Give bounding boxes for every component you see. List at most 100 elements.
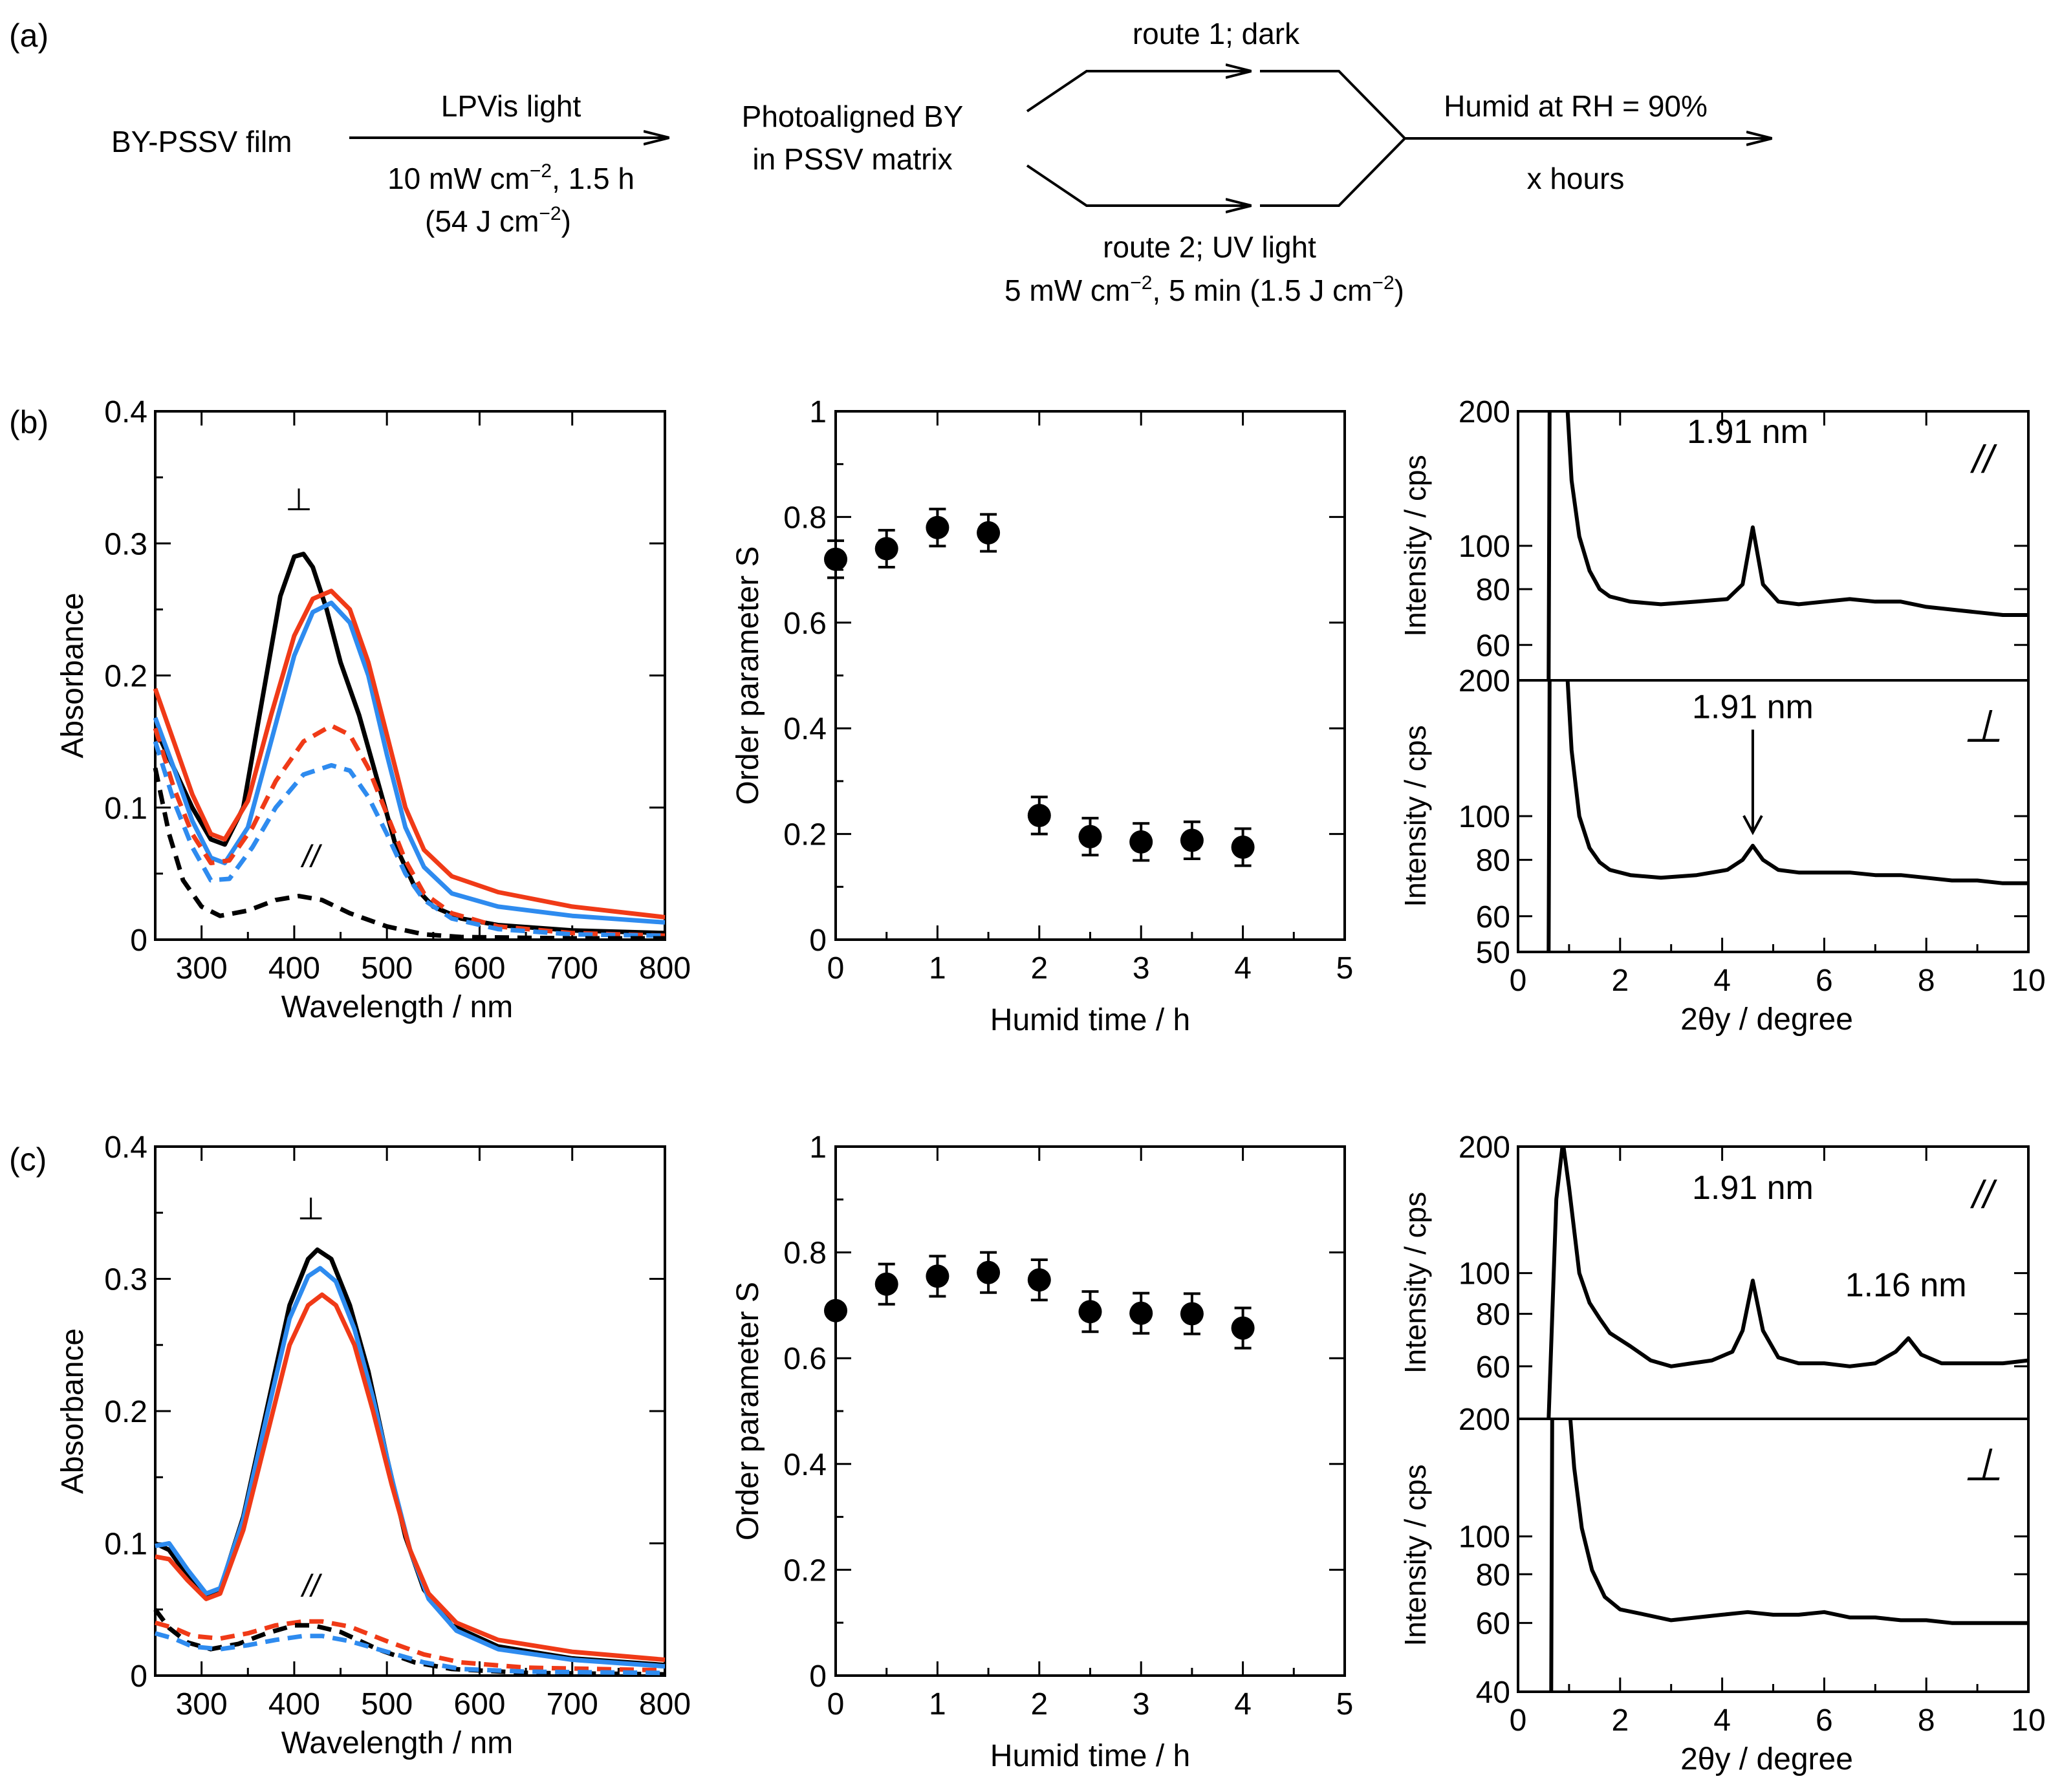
b-order-ytick-label: 0.8 (783, 501, 827, 535)
c-xrd-ylabel: Intensity / cps (1398, 1192, 1432, 1374)
c-abs-series-par-red (155, 1619, 666, 1673)
route2-label: route 2; UV light (1103, 230, 1316, 264)
b-abs-ytick-label: 0.2 (104, 660, 147, 694)
b-xrd-ytick-label: 60 (1476, 629, 1510, 663)
humid-condition: Humid at RH = 90% (1444, 89, 1708, 123)
c-xrd-xtick-label: 2 (1611, 1703, 1629, 1738)
b-xrd-xtick-label: 0 (1510, 964, 1527, 998)
scheme-panel: (a) BY-PSSV film LPVis light 10 mW cm−2,… (9, 17, 1772, 307)
c-abs-xtick-label: 600 (453, 1687, 505, 1722)
c-xrd-trace (1546, 1147, 2028, 1419)
route2-arrow (1026, 164, 1252, 206)
c-order-xtick-label: 2 (1030, 1687, 1048, 1722)
middle-line2: in PSSV matrix (752, 142, 952, 176)
c-abs-series-par-black (153, 1608, 666, 1677)
b-abs-series-perp-blue (153, 600, 666, 925)
c-xrd-ytick-label: 200 (1459, 1403, 1510, 1437)
c-abs-xtick-label: 300 (176, 1687, 228, 1722)
c-xrd-ytick-label: 200 (1459, 1130, 1510, 1165)
c-order-point (977, 1260, 1001, 1284)
b-xrd-ytick-label: 100 (1459, 800, 1510, 834)
b-abs-ytick-label: 0.1 (104, 792, 147, 826)
b-xrd-xtick-label: 6 (1816, 964, 1833, 998)
scheme-start-label: BY-PSSV film (111, 125, 292, 158)
b-xrd-xtick-label: 2 (1611, 964, 1629, 998)
b-order-ylabel: Order parameter S (731, 546, 765, 804)
b-order-xtick-label: 4 (1234, 951, 1252, 986)
b-xrd-ytick-label: 100 (1459, 530, 1510, 564)
b-xrd-ylabel: Intensity / cps (1398, 455, 1432, 636)
b-xrd-trace (1546, 411, 2028, 680)
c-xrd-xlabel: 2θy / degree (1680, 1742, 1853, 1776)
c-abs-ylabel: Absorbance (56, 1328, 90, 1494)
c-order-xtick-label: 4 (1234, 1687, 1252, 1722)
c-xrd-trace (1549, 1419, 2028, 1692)
b-order-point (874, 537, 898, 561)
b-abs-xtick-label: 500 (361, 951, 413, 986)
b-xrd-xtick-label: 8 (1918, 964, 1935, 998)
b-order-point (1027, 804, 1051, 828)
b-xrd-ylabel: Intensity / cps (1398, 725, 1432, 907)
b-abs-xtick-label: 600 (453, 951, 505, 986)
middle-line1: Photoaligned BY (742, 100, 964, 133)
c-abs-ytick-label: 0.1 (104, 1528, 147, 1562)
c-abs-xtick-label: 400 (268, 1687, 320, 1722)
c-order-xlabel: Humid time / h (990, 1739, 1190, 1773)
c-order-point (1129, 1301, 1153, 1325)
c-xrd-orientation-label: ⊥ (1964, 1440, 2003, 1490)
c-xrd-xtick-label: 8 (1918, 1703, 1935, 1738)
b-order-point (824, 547, 847, 571)
c-abs-series-perp-red (155, 1292, 666, 1662)
b-abs-xtick-label: 700 (547, 951, 598, 986)
c-order-ytick-label: 0 (809, 1659, 827, 1694)
b-abs-xlabel: Wavelength / nm (281, 990, 513, 1024)
c-xrd-xtick-label: 6 (1816, 1703, 1833, 1738)
b-xrd-peak-label: 1.91 nm (1692, 688, 1814, 726)
c-order-frame (834, 1145, 1346, 1677)
c-xrd-ytick-label: 100 (1459, 1520, 1510, 1555)
c-xrd-ytick-label: 60 (1476, 1350, 1510, 1385)
b-order-point (1231, 836, 1255, 859)
step1-top-label: LPVis light (441, 89, 581, 123)
b-order-xlabel: Humid time / h (990, 1003, 1190, 1037)
c-xrd-xtick-label: 4 (1713, 1703, 1731, 1738)
c-order-ytick-label: 0.4 (783, 1448, 827, 1482)
b-order-point (926, 515, 950, 539)
c-abs-xtick-label: 800 (639, 1687, 691, 1722)
b-abs-xtick-label: 800 (639, 951, 691, 986)
c-abs-xtick-label: 500 (361, 1687, 413, 1722)
c-abs-frame (154, 1145, 666, 1677)
b-xrd-xlabel: 2θy / degree (1680, 1002, 1853, 1037)
c-abs-series-perp-black (154, 1247, 666, 1668)
b-order-xtick-label: 0 (827, 951, 845, 986)
b-order-point (977, 521, 1001, 545)
route2-condition: 5 mW cm−2, 5 min (1.5 J cm−2) (1004, 272, 1404, 307)
b-xrd-ytick-label: 80 (1476, 844, 1510, 878)
c-abs-xtick-label: 700 (547, 1687, 598, 1722)
c-abs-series-perp-blue (155, 1266, 666, 1669)
c-order-xtick-label: 3 (1133, 1687, 1150, 1722)
b-xrd-peak-label: 1.91 nm (1687, 413, 1808, 451)
b-abs-ytick-label: 0 (130, 923, 147, 958)
b-xrd-ytick-label: 200 (1459, 395, 1510, 429)
b-order-xtick-label: 1 (929, 951, 946, 986)
b-abs-ytick-label: 0.3 (104, 527, 147, 561)
c-xrd-orientation-label: // (1970, 1173, 1997, 1216)
panel-label-b: (b) (9, 404, 49, 440)
c-order-point (926, 1264, 950, 1288)
b-abs-series-perp-black (153, 552, 666, 936)
c-order-point (1078, 1300, 1102, 1324)
b-xrd-ytick-label: 200 (1459, 664, 1510, 698)
c-order-point (1027, 1268, 1051, 1292)
c-xrd-ytick-label: 100 (1459, 1257, 1510, 1291)
c-order-point (1180, 1302, 1204, 1326)
c-order-point (874, 1272, 898, 1296)
b-order-xtick-label: 3 (1133, 951, 1150, 986)
b-xrd-trace (1546, 680, 2028, 952)
c-xrd-peak-label: 1.91 nm (1692, 1169, 1814, 1207)
c-xrd-peak-label-2: 1.16 nm (1845, 1267, 1967, 1304)
c-order-ytick-label: 0.8 (783, 1236, 827, 1271)
c-abs-ytick-label: 0.3 (104, 1263, 147, 1297)
b-order-point (1180, 828, 1204, 852)
c-xrd-ytick-label: 80 (1476, 1298, 1510, 1332)
